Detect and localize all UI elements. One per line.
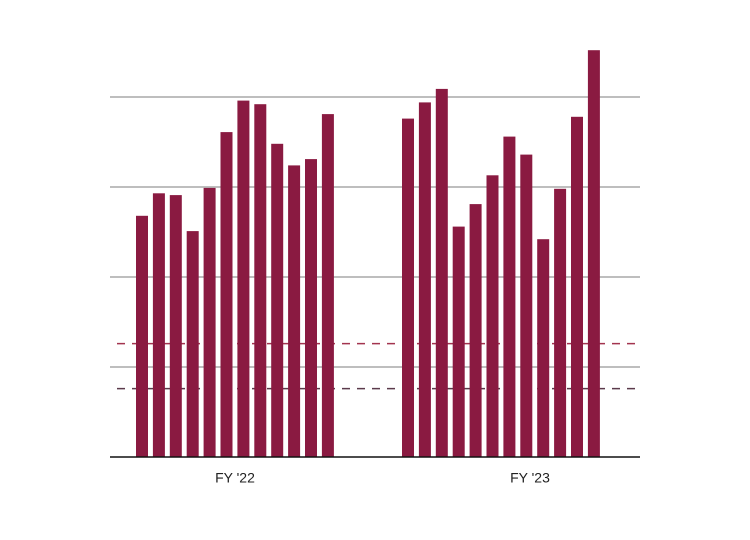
bar (136, 215, 148, 457)
bar (220, 132, 233, 457)
bar (254, 104, 267, 457)
bar (402, 118, 414, 457)
bar (503, 136, 516, 457)
bar (271, 143, 284, 458)
bar (587, 50, 600, 457)
bar (520, 154, 533, 457)
bar (186, 231, 199, 457)
bar (571, 116, 583, 458)
bar (305, 159, 317, 457)
bar (237, 100, 250, 457)
bar (152, 193, 165, 458)
bar (435, 88, 448, 458)
bar (469, 204, 482, 457)
bar (169, 195, 182, 457)
bar (288, 165, 301, 457)
bar (486, 175, 499, 458)
group-label: FY '22 (215, 470, 255, 486)
bar (537, 239, 550, 457)
group-label: FY '23 (510, 470, 550, 486)
bar (418, 102, 431, 458)
bar (554, 188, 567, 458)
bar (321, 114, 334, 457)
bar (203, 187, 216, 457)
bar (452, 226, 465, 457)
